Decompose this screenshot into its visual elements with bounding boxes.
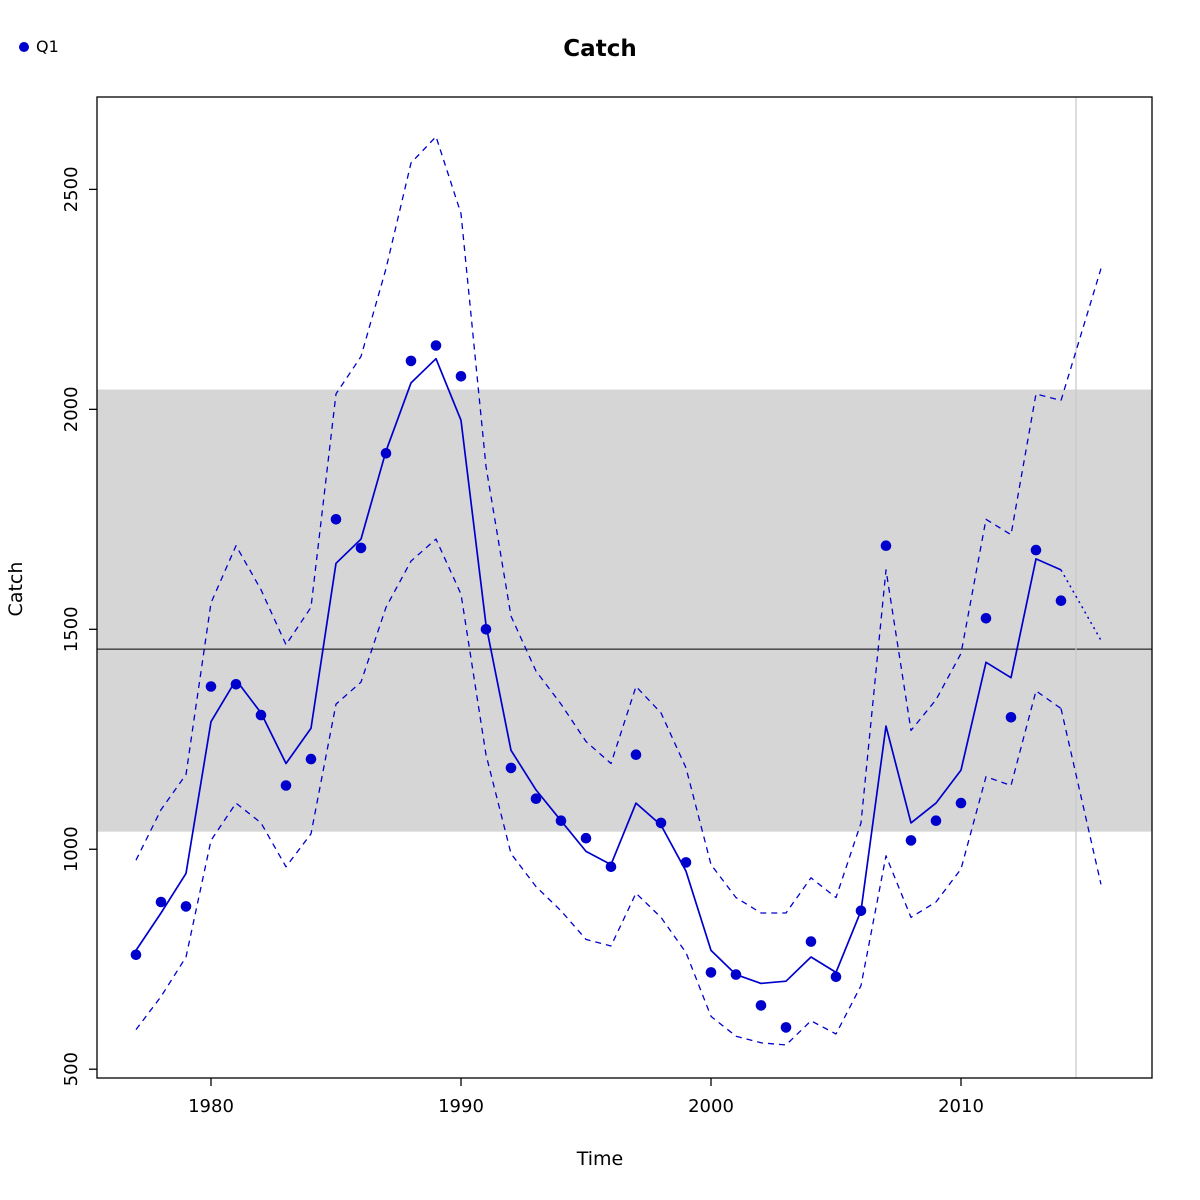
observation-point bbox=[505, 762, 517, 774]
observation-point bbox=[305, 753, 317, 765]
observation-point bbox=[555, 815, 567, 826]
observation-point bbox=[130, 949, 142, 961]
observation-point bbox=[805, 936, 817, 947]
x-tick-label: 1990 bbox=[438, 1096, 484, 1117]
lower-ci-line bbox=[135, 538, 1062, 1046]
observation-point bbox=[655, 817, 667, 829]
observation-point bbox=[530, 793, 542, 804]
forecast-upper-line bbox=[1060, 268, 1102, 401]
x-axis-label: Time bbox=[576, 1148, 624, 1170]
observation-point bbox=[280, 780, 292, 791]
observation-point bbox=[780, 1022, 792, 1033]
observation-point bbox=[980, 613, 992, 624]
observation-point bbox=[255, 709, 267, 721]
observation-point bbox=[705, 967, 717, 978]
observation-point bbox=[930, 815, 942, 826]
observation-point bbox=[480, 624, 492, 635]
legend-label-q1: Q1 bbox=[36, 37, 59, 56]
forecast-estimate-line bbox=[1060, 569, 1102, 641]
y-axis-label: Catch bbox=[5, 561, 27, 617]
observation-point bbox=[355, 542, 367, 554]
observation-point bbox=[1030, 544, 1042, 556]
observation-point bbox=[455, 371, 467, 382]
y-tick-label: 2000 bbox=[61, 386, 82, 432]
observation-point bbox=[430, 340, 442, 351]
y-tick-label: 2500 bbox=[61, 166, 82, 212]
plot-border bbox=[96, 96, 1153, 1079]
y-tick-label: 500 bbox=[61, 1052, 82, 1086]
observation-point bbox=[205, 681, 217, 692]
forecast-lower-line bbox=[1060, 708, 1102, 885]
x-tick-label: 2000 bbox=[688, 1096, 734, 1117]
observation-point bbox=[680, 857, 692, 868]
upper-ci-line bbox=[135, 135, 1062, 914]
observation-point bbox=[755, 1000, 767, 1011]
observation-point bbox=[955, 797, 967, 809]
uncertainty-band bbox=[97, 389, 1152, 832]
observation-point bbox=[880, 540, 892, 551]
observation-point bbox=[330, 514, 342, 525]
observation-point bbox=[380, 448, 392, 459]
observation-point bbox=[730, 969, 742, 980]
observation-point bbox=[605, 861, 617, 873]
observation-point bbox=[830, 971, 842, 983]
observation-point bbox=[855, 905, 867, 917]
observation-point bbox=[1005, 712, 1017, 723]
x-tick-label: 2010 bbox=[938, 1096, 984, 1117]
observation-point bbox=[405, 355, 417, 367]
observation-point bbox=[905, 835, 917, 846]
legend-marker-q1 bbox=[19, 41, 29, 52]
observation-point bbox=[180, 901, 192, 912]
observation-point bbox=[230, 679, 242, 690]
chart-title: Catch bbox=[563, 36, 637, 62]
legend: Q1 bbox=[19, 37, 59, 56]
observation-point bbox=[630, 749, 642, 760]
observation-point bbox=[155, 896, 167, 908]
observation-point bbox=[1055, 595, 1067, 606]
x-tick-label: 1980 bbox=[188, 1096, 234, 1117]
estimate-line bbox=[135, 357, 1062, 985]
observation-point bbox=[580, 832, 592, 844]
y-tick-label: 1000 bbox=[61, 826, 82, 872]
y-tick-label: 1500 bbox=[61, 606, 82, 652]
